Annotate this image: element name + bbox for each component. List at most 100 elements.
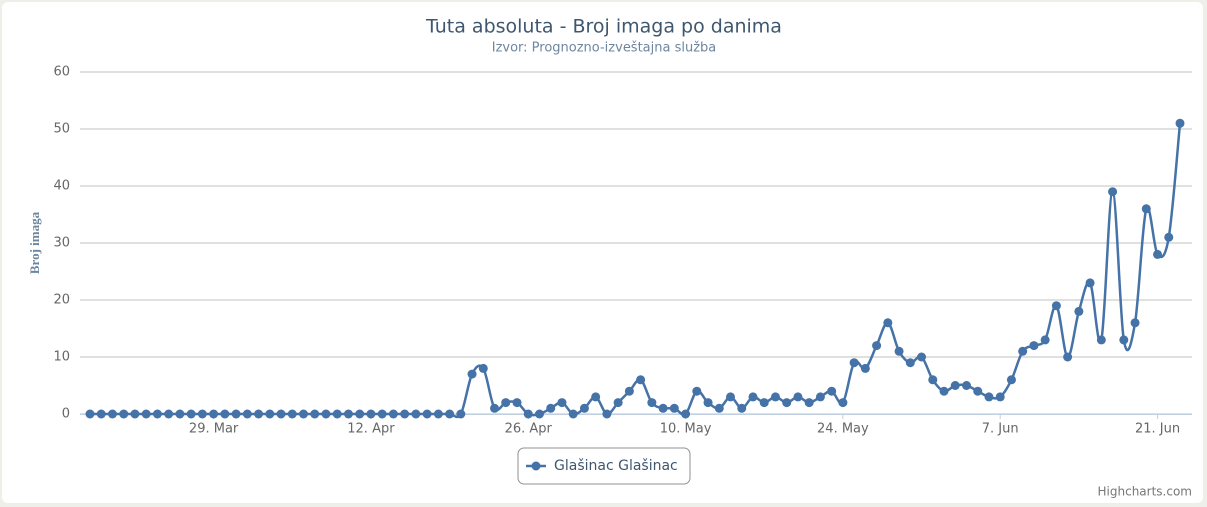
y-tick-label: 60 — [53, 65, 70, 80]
x-tick-label: 29. Mar — [189, 422, 239, 437]
point — [265, 409, 275, 419]
point — [961, 381, 971, 390]
point — [658, 403, 668, 413]
point — [332, 409, 342, 419]
point — [197, 409, 207, 419]
point — [141, 409, 151, 419]
point — [770, 392, 780, 402]
point — [939, 386, 949, 396]
chart-title: Tuta absoluta - Broj imaga po danima — [425, 16, 782, 38]
point — [737, 403, 747, 413]
point — [1164, 232, 1174, 242]
point — [1153, 249, 1163, 259]
point — [490, 403, 500, 413]
x-tick-label: 10. May — [660, 422, 712, 437]
point — [827, 386, 837, 396]
point — [546, 403, 556, 413]
point — [726, 392, 736, 402]
point — [411, 409, 421, 419]
point — [1029, 341, 1039, 351]
point — [321, 409, 331, 419]
point — [1108, 187, 1118, 197]
point — [995, 392, 1005, 402]
legend-label[interactable]: Glašinac Glašinac — [554, 458, 678, 474]
point — [299, 409, 309, 419]
point — [1063, 352, 1073, 362]
point — [1119, 335, 1129, 345]
point — [624, 386, 634, 396]
point — [950, 381, 960, 390]
point — [894, 346, 904, 356]
point — [860, 363, 870, 373]
legend-box — [517, 447, 691, 485]
point — [523, 409, 533, 419]
point — [714, 403, 724, 413]
x-tick-label: 21. Jun — [1135, 422, 1180, 437]
point — [467, 369, 477, 379]
point — [276, 409, 286, 419]
x-tick-label: 12. Apr — [347, 422, 395, 437]
x-tick-label: 26. Apr — [505, 422, 553, 437]
y-tick-label: 20 — [53, 293, 70, 308]
point — [96, 409, 106, 419]
y-tick-label: 50 — [53, 122, 70, 137]
point — [478, 363, 488, 373]
point — [400, 409, 410, 419]
y-tick-label: 10 — [53, 350, 70, 365]
series-line — [89, 123, 1182, 419]
point — [107, 409, 117, 419]
point — [456, 409, 466, 419]
x-tick-label: 7. Jun — [982, 422, 1019, 437]
point — [973, 386, 983, 396]
point — [636, 375, 646, 385]
point — [85, 409, 95, 419]
point — [310, 409, 320, 419]
point — [579, 403, 589, 413]
point — [838, 398, 848, 408]
y-tick-label: 0 — [62, 407, 70, 422]
y-tick-label: 40 — [53, 179, 70, 194]
point — [568, 409, 578, 419]
point — [1040, 335, 1050, 345]
point — [591, 392, 601, 402]
point — [602, 409, 612, 419]
point — [804, 398, 814, 408]
point — [849, 358, 859, 368]
point — [433, 409, 443, 419]
point — [815, 392, 825, 402]
point — [1141, 204, 1151, 214]
point — [231, 409, 241, 419]
point — [388, 409, 398, 419]
point — [782, 398, 792, 408]
point — [355, 409, 365, 419]
credits[interactable]: Highcharts.com — [1098, 485, 1192, 499]
point — [220, 409, 230, 419]
point — [242, 409, 252, 419]
point — [377, 409, 387, 419]
point — [152, 409, 162, 419]
point — [1051, 301, 1061, 311]
point — [445, 409, 455, 419]
legend-marker — [531, 461, 541, 471]
chart-subtitle: Izvor: Prognozno-izveštajna služba — [492, 41, 717, 56]
point — [164, 409, 174, 419]
point — [759, 398, 769, 408]
point — [669, 403, 679, 413]
point — [872, 341, 882, 351]
point — [647, 398, 657, 408]
point — [1074, 306, 1084, 316]
point — [793, 392, 803, 402]
point — [557, 398, 567, 408]
point — [692, 386, 702, 396]
point — [748, 392, 758, 402]
point — [175, 409, 185, 419]
point — [883, 318, 893, 328]
y-tick-label: 30 — [53, 236, 70, 251]
point — [501, 398, 511, 408]
point — [928, 375, 938, 385]
point — [905, 358, 915, 368]
point — [119, 409, 129, 419]
point — [130, 409, 140, 419]
point — [186, 409, 196, 419]
